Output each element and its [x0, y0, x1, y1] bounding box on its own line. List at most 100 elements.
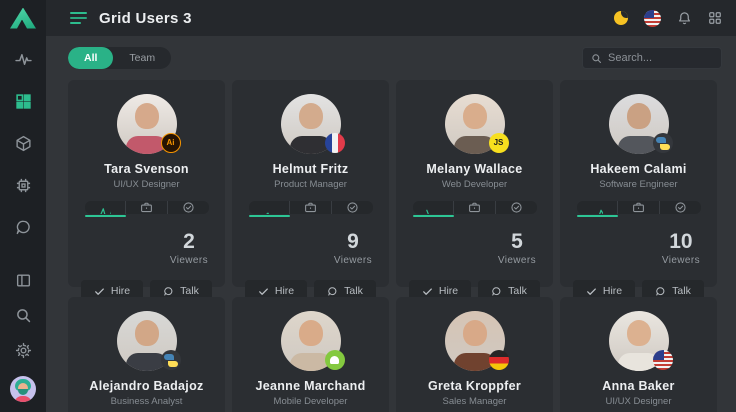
app-logo[interactable]	[0, 0, 46, 36]
sidebar-nav	[14, 50, 32, 236]
skill-badge-icon	[160, 350, 181, 370]
sidebar-item-settings[interactable]	[14, 341, 32, 359]
talk-button[interactable]: Talk	[478, 280, 540, 302]
user-role: UI/UX Designer	[113, 179, 180, 190]
user-avatar[interactable]: JS	[444, 94, 509, 154]
active-tab-underline	[248, 215, 290, 217]
card-actions: Hire Talk	[396, 270, 553, 302]
user-name: Tara Svenson	[104, 162, 189, 176]
search-input[interactable]	[608, 52, 713, 64]
viewers-count: 10	[669, 229, 693, 253]
check-circle-icon	[675, 202, 686, 213]
user-role: Web Developer	[441, 179, 508, 190]
card-stats: 10 Viewers	[560, 214, 717, 270]
user-name: Melany Wallace	[426, 162, 523, 176]
viewers-label: Viewers	[661, 254, 700, 266]
user-role: Sales Manager	[442, 396, 507, 407]
tab-portfolio[interactable]	[617, 201, 659, 214]
search-box	[582, 47, 722, 69]
user-avatar[interactable]	[280, 311, 345, 371]
talk-button[interactable]: Talk	[150, 280, 212, 302]
tab-tasks[interactable]	[494, 201, 537, 214]
card-actions: Hire Talk	[232, 270, 389, 302]
card-tabs	[412, 201, 537, 217]
viewers-count: 9	[347, 229, 359, 253]
notifications-button[interactable]	[677, 11, 692, 26]
chat-icon	[16, 220, 30, 234]
user-role: UI/UX Designer	[605, 396, 672, 407]
user-role: Product Manager	[274, 179, 347, 190]
card-tabs	[576, 201, 701, 217]
user-avatar[interactable]: Ai	[116, 94, 181, 154]
briefcase-icon	[469, 202, 480, 213]
tab-tasks[interactable]	[166, 201, 209, 214]
user-avatar[interactable]	[280, 94, 345, 154]
user-avatar[interactable]	[116, 311, 181, 371]
talk-button[interactable]: Talk	[642, 280, 704, 302]
sidebar-item-widgets[interactable]	[14, 134, 32, 152]
language-button[interactable]	[644, 9, 661, 27]
activity-icon	[14, 53, 32, 65]
sidebar-item-components[interactable]	[14, 176, 32, 194]
grid-icon	[15, 93, 31, 109]
tab-tasks[interactable]	[330, 201, 373, 214]
skill-badge-icon	[324, 133, 345, 153]
filter-team-button[interactable]: Team	[113, 47, 171, 69]
hire-button[interactable]: Hire	[573, 280, 635, 302]
user-avatar[interactable]	[608, 94, 673, 154]
apps-button[interactable]	[708, 11, 722, 25]
hire-button[interactable]: Hire	[409, 280, 471, 302]
activity-sparkline	[245, 226, 334, 270]
current-user-avatar[interactable]	[10, 376, 36, 402]
sidebar-item-chat[interactable]	[14, 218, 32, 236]
top-header: Grid Users 3	[46, 0, 736, 36]
tab-portfolio[interactable]	[289, 201, 331, 214]
talk-button[interactable]: Talk	[314, 280, 376, 302]
theme-toggle-button[interactable]	[614, 11, 628, 25]
briefcase-icon	[141, 202, 152, 213]
sidebar-item-layout[interactable]	[14, 271, 32, 289]
active-tab-underline	[412, 215, 454, 217]
tab-activity[interactable]	[85, 201, 126, 214]
viewers-block: 2 Viewers	[170, 231, 212, 266]
user-card: Alejandro Badajoz Business Analyst Viewe…	[68, 297, 225, 412]
chat-bubble-icon	[492, 286, 501, 296]
activity-icon	[100, 208, 112, 214]
avatar-photo	[608, 94, 669, 154]
card-tabs	[248, 201, 373, 217]
menu-toggle-button[interactable]	[70, 12, 87, 24]
check-icon	[94, 287, 104, 295]
card-stats: 2 Viewers	[68, 214, 225, 270]
tab-activity[interactable]	[577, 201, 618, 214]
user-name: Helmut Fritz	[272, 162, 349, 176]
avatar-beard	[18, 389, 28, 395]
user-avatar[interactable]	[444, 311, 509, 371]
avatar-shirt	[14, 396, 32, 402]
filter-all-button[interactable]: All	[68, 47, 114, 69]
sidebar-item-search[interactable]	[14, 306, 32, 324]
hire-button[interactable]: Hire	[81, 280, 143, 302]
viewers-block: 10 Viewers	[662, 231, 704, 266]
tab-portfolio[interactable]	[125, 201, 167, 214]
user-card-grid: Ai Tara Svenson UI/UX Designer 2 Viewers	[46, 80, 736, 412]
activity-icon	[266, 212, 270, 214]
sidebar-item-grid-users[interactable]	[14, 92, 32, 110]
tab-portfolio[interactable]	[453, 201, 495, 214]
hire-button[interactable]: Hire	[245, 280, 307, 302]
sidebar-item-activity[interactable]	[14, 50, 32, 68]
user-avatar[interactable]	[608, 311, 673, 371]
logo-triangle-icon	[10, 7, 36, 29]
check-icon	[258, 287, 268, 295]
tab-tasks[interactable]	[658, 201, 701, 214]
card-tabs	[84, 201, 209, 217]
user-name: Greta Kroppfer	[427, 379, 522, 393]
check-circle-icon	[347, 202, 358, 213]
tab-activity[interactable]	[249, 201, 290, 214]
user-role: Software Engineer	[599, 179, 678, 190]
card-stats: 9 Viewers	[232, 214, 389, 270]
check-icon	[586, 287, 596, 295]
tab-activity[interactable]	[413, 201, 454, 214]
user-role: Business Analyst	[110, 396, 183, 407]
sidebar-bottom	[10, 271, 36, 412]
skill-badge-icon: JS	[488, 133, 509, 153]
